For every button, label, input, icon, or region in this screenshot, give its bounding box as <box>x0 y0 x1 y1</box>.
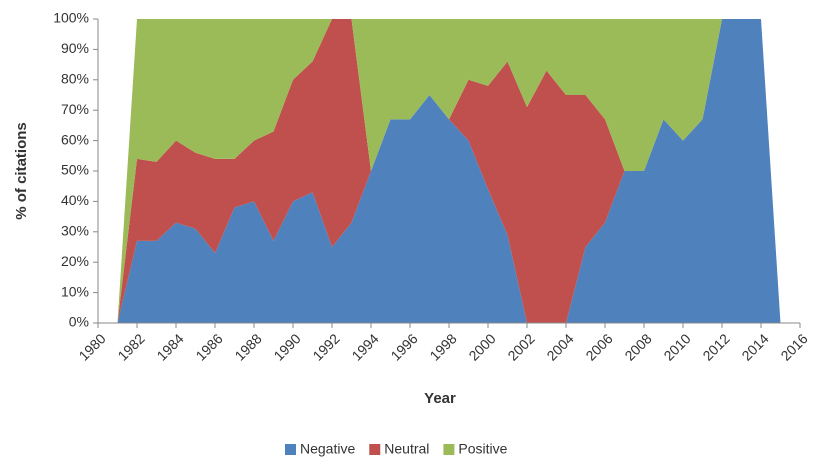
y-axis-title: % of citations <box>13 122 30 220</box>
area-neutral <box>117 19 781 323</box>
y-tick-label: 40% <box>61 192 89 208</box>
y-tick-label: 30% <box>61 223 89 239</box>
legend-swatch <box>443 444 455 455</box>
x-tick-label: 1980 <box>75 330 108 363</box>
y-tick-label: 80% <box>61 71 89 87</box>
legend-label: Positive <box>458 441 507 457</box>
legend-label: Neutral <box>384 441 429 457</box>
x-tick-label: 2004 <box>543 330 576 363</box>
x-tick-label: 2010 <box>660 330 693 363</box>
y-tick-label: 50% <box>61 162 89 178</box>
x-tick-label: 1982 <box>114 330 147 363</box>
x-tick-label: 1984 <box>153 330 186 363</box>
x-tick-label: 1990 <box>270 330 303 363</box>
x-tick-label: 2006 <box>582 330 615 363</box>
y-tick-label: 0% <box>69 314 89 330</box>
x-axis-title: Year <box>424 390 456 407</box>
y-tick-label: 100% <box>53 10 89 26</box>
x-tick-label: 1994 <box>348 330 381 363</box>
x-tick-label: 1992 <box>309 330 342 363</box>
x-tick-label: 2016 <box>777 330 810 363</box>
x-tick-label: 2002 <box>504 330 537 363</box>
x-tick-label: 2008 <box>621 330 654 363</box>
area-positive <box>117 19 781 323</box>
legend-swatch <box>369 444 381 455</box>
y-tick-label: 60% <box>61 131 89 147</box>
x-tick-label: 1988 <box>231 330 264 363</box>
x-tick-label: 2012 <box>699 330 732 363</box>
x-tick-label: 1986 <box>192 330 225 363</box>
y-tick-label: 90% <box>61 40 89 56</box>
x-tick-label: 1998 <box>426 330 459 363</box>
area-negative <box>117 19 781 323</box>
x-tick-label: 2014 <box>738 330 771 363</box>
y-tick-label: 20% <box>61 253 89 269</box>
legend-swatch <box>285 444 296 455</box>
x-tick-label: 1996 <box>387 330 420 363</box>
y-tick-label: 70% <box>61 101 89 117</box>
legend-label: Negative <box>300 441 355 457</box>
x-tick-label: 2000 <box>465 330 498 363</box>
y-tick-label: 10% <box>61 283 89 299</box>
